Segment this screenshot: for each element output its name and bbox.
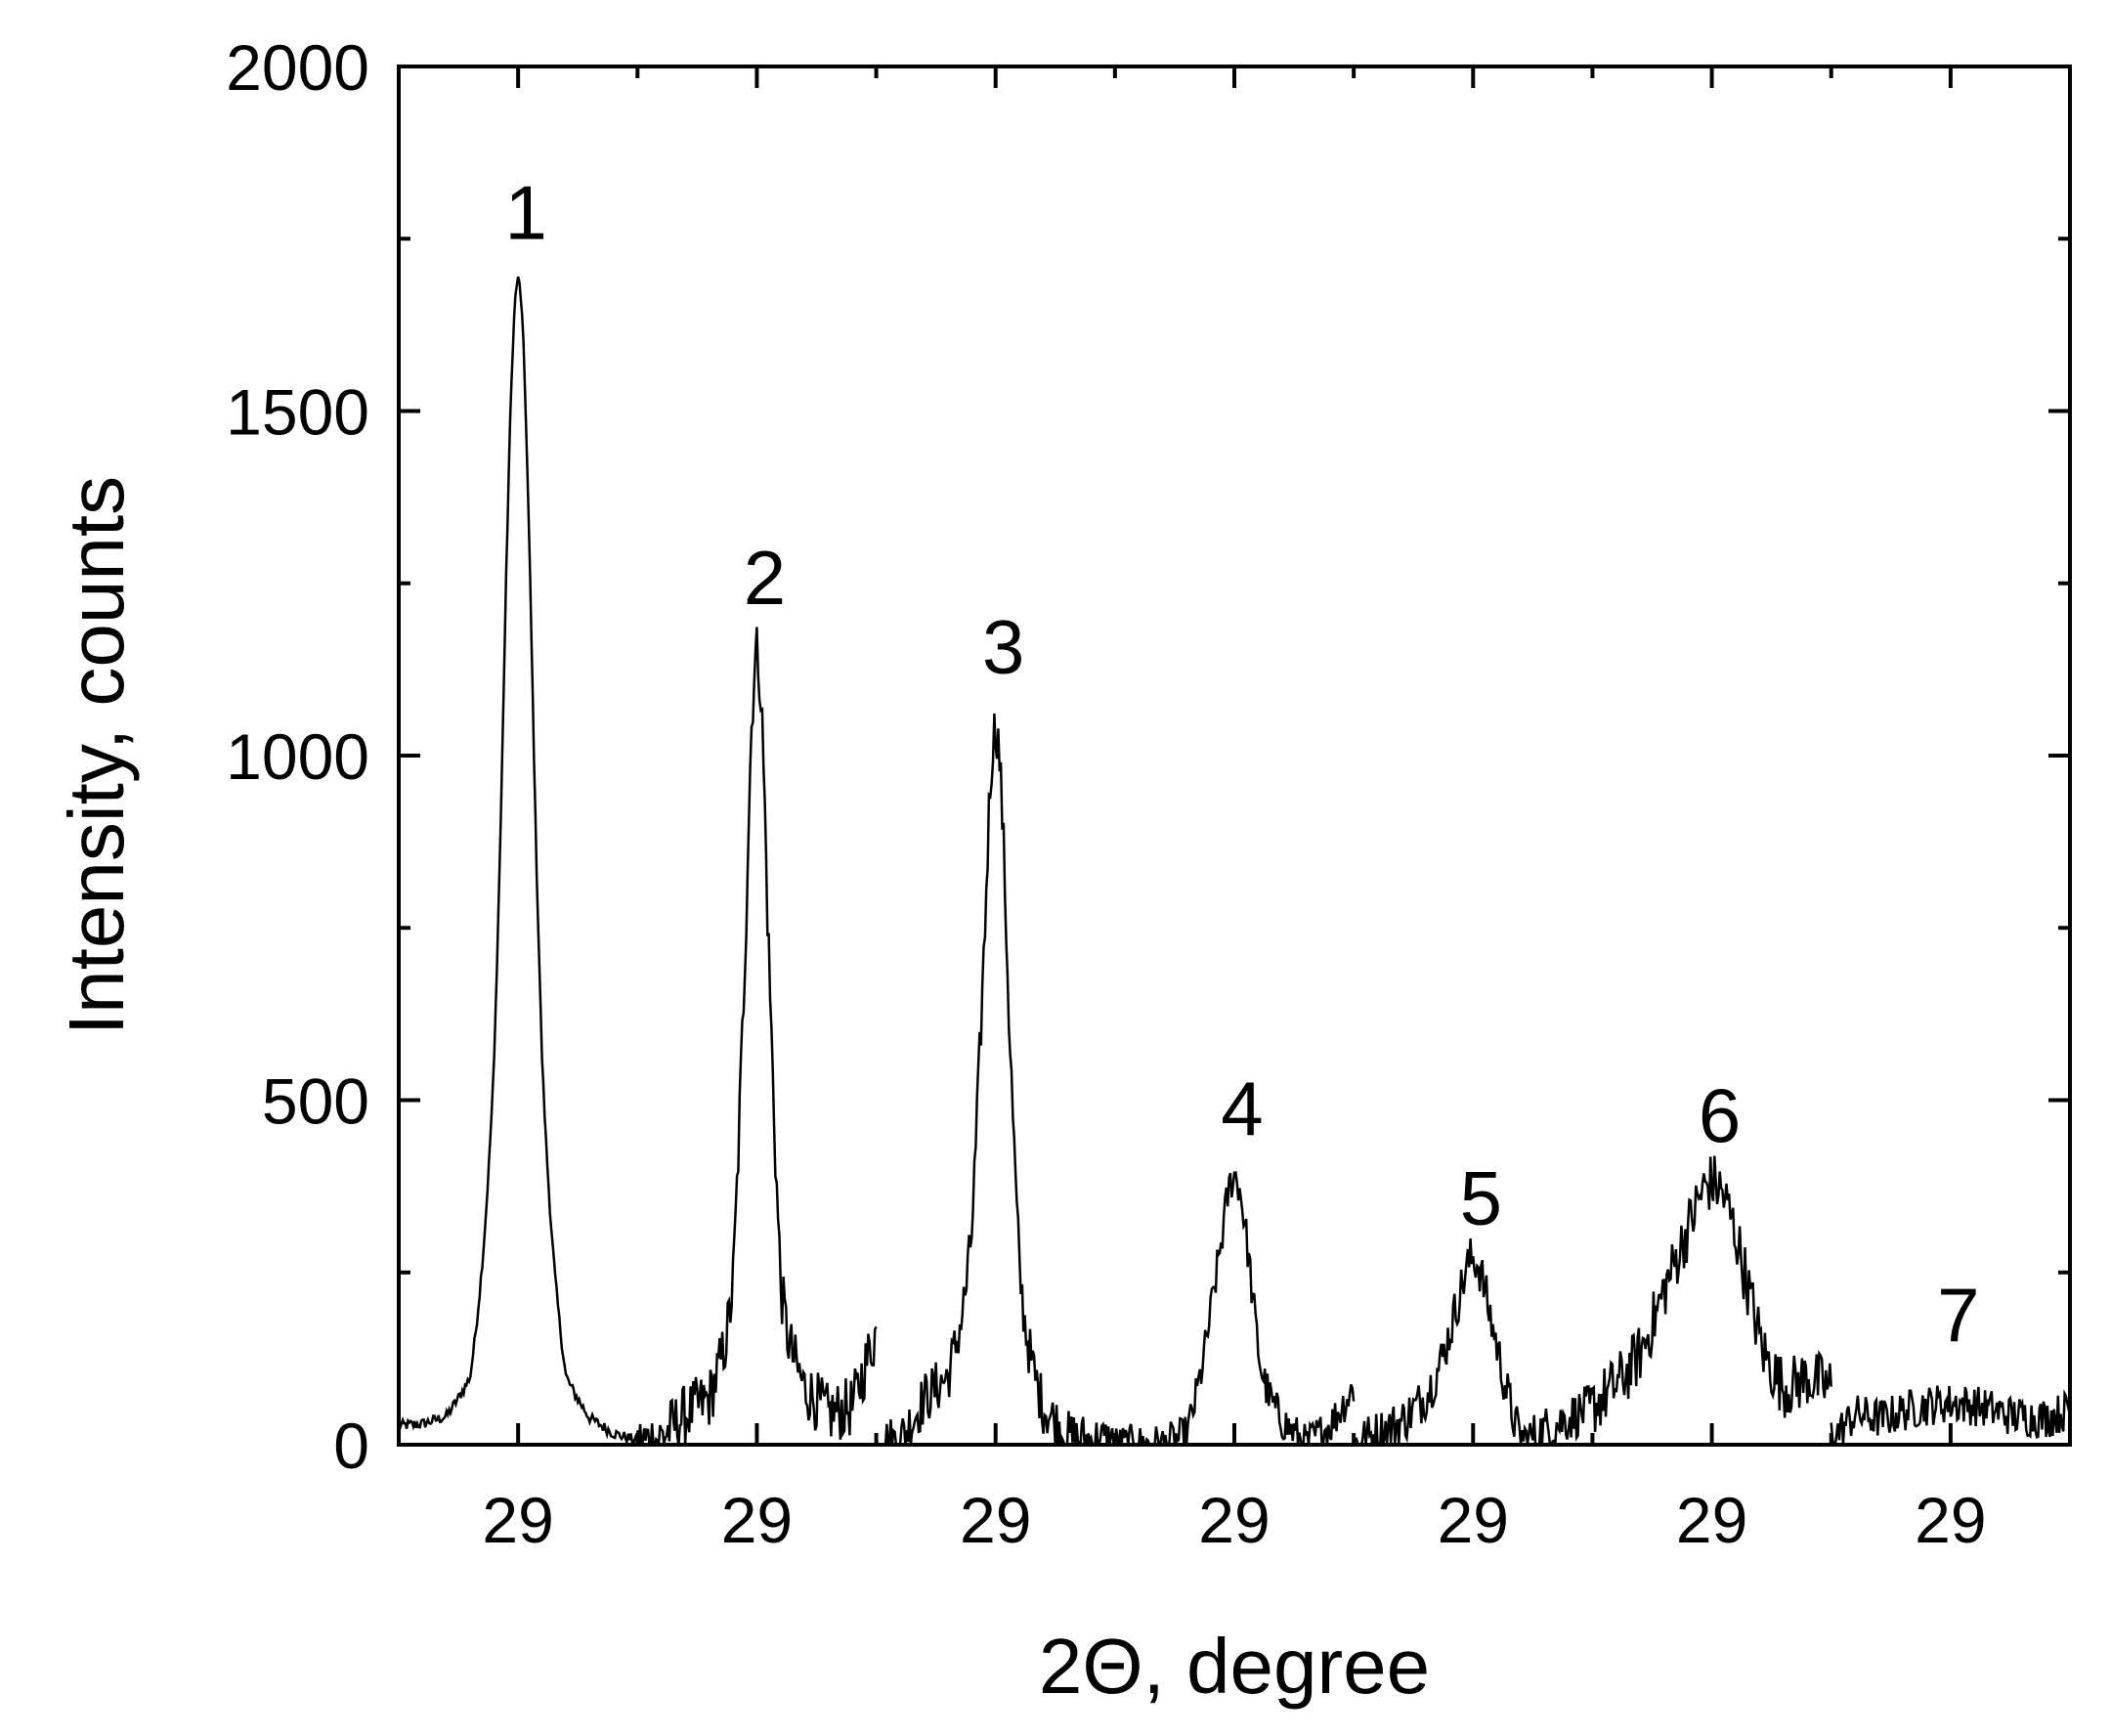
peak-label-3: 3 bbox=[982, 603, 1024, 689]
x-axis-title: 2Θ, degree bbox=[1039, 1623, 1430, 1710]
x-tick-label: 29 bbox=[1676, 1484, 1747, 1556]
y-tick-label: 2000 bbox=[226, 31, 369, 104]
y-tick-label: 1500 bbox=[226, 376, 369, 449]
x-tick-label: 29 bbox=[482, 1484, 553, 1556]
x-tick-label: 29 bbox=[721, 1484, 793, 1556]
y-tick-label: 500 bbox=[262, 1065, 369, 1138]
series-layer bbox=[399, 276, 2070, 1445]
plot-frame bbox=[397, 65, 2072, 1447]
peak-label-5: 5 bbox=[1460, 1154, 1502, 1240]
series-line-7 bbox=[1830, 1385, 2070, 1445]
peak-label-6: 6 bbox=[1699, 1072, 1741, 1158]
x-tick-label: 29 bbox=[1198, 1484, 1270, 1556]
series-line-6 bbox=[1591, 1155, 1832, 1432]
x-tick-label: 29 bbox=[960, 1484, 1031, 1556]
series-line-5 bbox=[1352, 1238, 1594, 1445]
x-tick-label: 29 bbox=[1915, 1484, 1986, 1556]
series-line-3 bbox=[875, 713, 1117, 1445]
series-line-4 bbox=[1113, 1171, 1356, 1445]
peak-label-4: 4 bbox=[1221, 1065, 1263, 1151]
ticks-layer bbox=[399, 65, 2070, 1447]
peak-label-7: 7 bbox=[1937, 1272, 1979, 1358]
series-line-1 bbox=[399, 276, 639, 1445]
peak-label-1: 1 bbox=[504, 169, 546, 255]
x-tick-label: 29 bbox=[1438, 1484, 1509, 1556]
peak-label-2: 2 bbox=[744, 535, 786, 621]
labels-layer: 0 500 1000 1500 2000 29 29 29 29 29 29 29 1 2 3 4 5 6 7 bbox=[226, 31, 1986, 1556]
y-tick-label: 0 bbox=[333, 1410, 369, 1482]
y-tick-label: 1000 bbox=[226, 720, 369, 793]
y-axis-title: Intensity, counts bbox=[53, 476, 140, 1035]
series-line-2 bbox=[636, 627, 878, 1445]
